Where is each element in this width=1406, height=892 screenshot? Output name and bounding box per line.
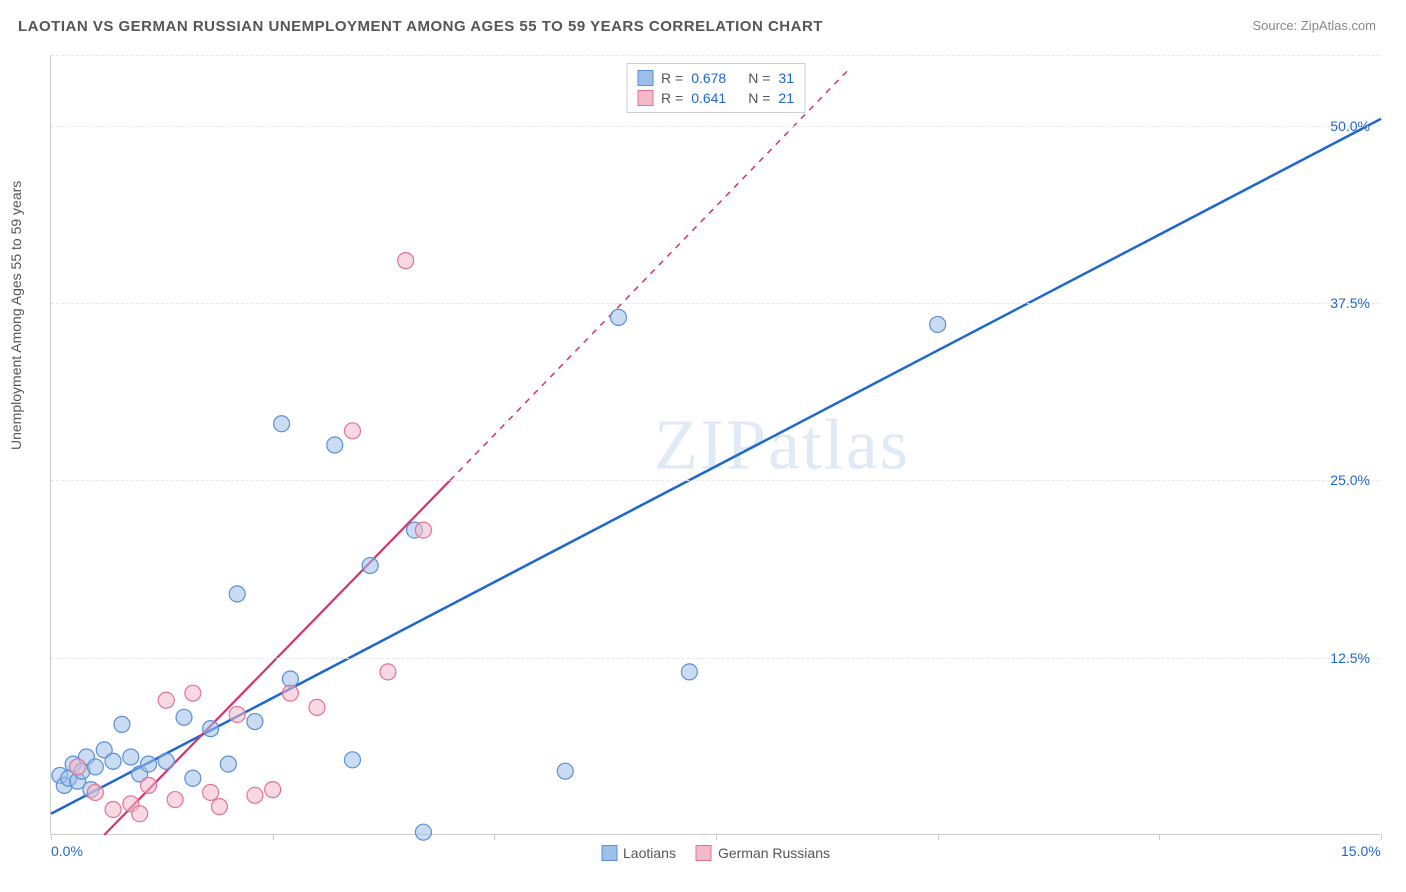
- data-point: [309, 699, 325, 715]
- legend-r-value: 0.641: [691, 90, 726, 106]
- legend-r-label: R =: [661, 90, 683, 106]
- legend-r-value: 0.678: [691, 70, 726, 86]
- x-tick: [938, 834, 939, 840]
- data-point: [220, 756, 236, 772]
- legend-swatch: [601, 845, 617, 861]
- data-point: [132, 806, 148, 822]
- plot-area: ZIPatlas R =0.678N =31R =0.641N =21 Laot…: [50, 55, 1380, 835]
- data-point: [557, 763, 573, 779]
- legend-row: R = 0.678 N = 31: [637, 68, 794, 88]
- grid-line: [51, 55, 1380, 56]
- data-point: [203, 721, 219, 737]
- data-point: [398, 253, 414, 269]
- data-point: [282, 685, 298, 701]
- x-tick: [494, 834, 495, 840]
- legend-swatch: [696, 845, 712, 861]
- grid-line: [51, 303, 1380, 304]
- trend-line-dashed: [450, 69, 849, 480]
- data-point: [141, 756, 157, 772]
- x-tick-label: 0.0%: [51, 843, 83, 859]
- plot-svg: [51, 55, 1380, 834]
- data-point: [681, 664, 697, 680]
- legend-n-label: N =: [748, 90, 770, 106]
- y-axis-label: Unemployment Among Ages 55 to 59 years: [8, 181, 24, 450]
- x-tick: [51, 834, 52, 840]
- data-point: [362, 558, 378, 574]
- data-point: [274, 416, 290, 432]
- trend-line: [51, 119, 1381, 814]
- x-tick-label: 15.0%: [1341, 843, 1381, 859]
- x-tick: [1381, 834, 1382, 840]
- data-point: [247, 787, 263, 803]
- data-point: [415, 824, 431, 840]
- data-point: [185, 685, 201, 701]
- y-tick-label: 25.0%: [1330, 472, 1370, 488]
- grid-line: [51, 126, 1380, 127]
- data-point: [380, 664, 396, 680]
- data-point: [327, 437, 343, 453]
- data-point: [105, 753, 121, 769]
- legend-n-value: 21: [778, 90, 794, 106]
- x-tick: [1159, 834, 1160, 840]
- legend-series-label: Laotians: [623, 845, 676, 861]
- data-point: [344, 752, 360, 768]
- legend-item: German Russians: [696, 845, 830, 861]
- data-point: [610, 309, 626, 325]
- legend-item: Laotians: [601, 845, 676, 861]
- source-attribution: Source: ZipAtlas.com: [1252, 18, 1376, 33]
- y-tick-label: 37.5%: [1330, 295, 1370, 311]
- chart-container: LAOTIAN VS GERMAN RUSSIAN UNEMPLOYMENT A…: [0, 0, 1406, 892]
- data-point: [185, 770, 201, 786]
- data-point: [265, 782, 281, 798]
- data-point: [229, 586, 245, 602]
- data-point: [344, 423, 360, 439]
- data-point: [415, 522, 431, 538]
- data-point: [87, 784, 103, 800]
- data-point: [87, 759, 103, 775]
- grid-line: [51, 480, 1380, 481]
- data-point: [158, 753, 174, 769]
- data-point: [203, 784, 219, 800]
- data-point: [229, 706, 245, 722]
- legend-row: R = 0.641 N = 21: [637, 88, 794, 108]
- legend-series-label: German Russians: [718, 845, 830, 861]
- correlation-legend: R = 0.678 N = 31 R = 0.641 N = 21: [626, 63, 805, 113]
- y-tick-label: 50.0%: [1330, 118, 1370, 134]
- legend-r-label: R =: [661, 70, 683, 86]
- data-point: [123, 749, 139, 765]
- data-point: [930, 316, 946, 332]
- series-legend: Laotians German Russians: [601, 845, 830, 861]
- data-point: [167, 792, 183, 808]
- data-point: [247, 714, 263, 730]
- x-tick: [273, 834, 274, 840]
- x-tick: [716, 834, 717, 840]
- y-tick-label: 12.5%: [1330, 650, 1370, 666]
- legend-n-value: 31: [778, 70, 794, 86]
- legend-swatch: [637, 70, 653, 86]
- legend-n-label: N =: [748, 70, 770, 86]
- data-point: [176, 709, 192, 725]
- data-point: [158, 692, 174, 708]
- data-point: [141, 777, 157, 793]
- data-point: [114, 716, 130, 732]
- data-point: [105, 801, 121, 817]
- legend-swatch: [637, 90, 653, 106]
- grid-line: [51, 658, 1380, 659]
- data-point: [70, 759, 86, 775]
- chart-title: LAOTIAN VS GERMAN RUSSIAN UNEMPLOYMENT A…: [18, 18, 823, 35]
- data-point: [211, 799, 227, 815]
